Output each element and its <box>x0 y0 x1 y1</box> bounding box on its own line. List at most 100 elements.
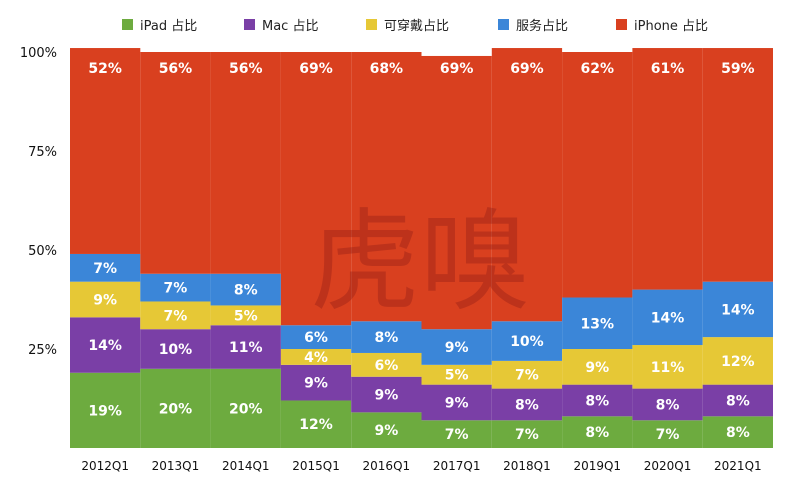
bar-label-2019Q1-1: 8% <box>585 393 609 409</box>
x-tick-0: 2012Q1 <box>81 459 129 473</box>
bar-label-2014Q1-4: 56% <box>229 61 263 77</box>
bar-2021Q1-1 <box>702 384 773 417</box>
bar-2020Q1-4 <box>632 48 703 290</box>
bar-label-2018Q1-1: 8% <box>515 397 539 413</box>
bar-label-2016Q1-4: 68% <box>370 61 404 77</box>
bar-labels: 19% 14% 9% 7% 52% 20% 10% 7% 7% 56% 20% 11% 5% 8% 56% 1… <box>88 61 754 443</box>
bar-2018Q1-0 <box>491 420 563 448</box>
bar-2016Q1-1 <box>351 376 422 413</box>
bar-label-2014Q1-3: 8% <box>234 283 258 299</box>
bar-2014Q1-2 <box>210 305 281 326</box>
x-tick-8: 2020Q1 <box>644 459 692 473</box>
bar-label-2021Q1-0: 8% <box>726 425 750 441</box>
bar-label-2013Q1-3: 7% <box>164 281 188 297</box>
bar-label-2014Q1-2: 5% <box>234 308 258 324</box>
bar-2012Q1-1 <box>70 317 141 373</box>
watermark: 虎嗅 <box>310 198 530 326</box>
bar-2016Q1-4 <box>351 52 422 322</box>
x-axis: 2012Q1 2013Q1 2014Q1 2015Q1 2016Q1 2017Q1 2018… <box>81 459 761 473</box>
bar-label-2020Q1-0: 7% <box>656 427 680 443</box>
bar-label-2020Q1-4: 61% <box>651 61 685 77</box>
bar-label-2019Q1-3: 13% <box>580 316 614 332</box>
bar-label-2020Q1-2: 11% <box>651 360 685 376</box>
legend-label-3: 服务占比 <box>516 18 568 34</box>
bars <box>70 48 773 448</box>
bar-2013Q1-1 <box>140 329 211 369</box>
x-tick-7: 2019Q1 <box>573 459 621 473</box>
bar-2014Q1-0 <box>210 368 281 448</box>
bar-label-2015Q1-2: 4% <box>304 350 328 366</box>
bar-label-2021Q1-1: 8% <box>726 393 750 409</box>
bar-2014Q1-4 <box>210 52 281 274</box>
x-tick-9: 2021Q1 <box>714 459 762 473</box>
bar-label-2019Q1-4: 62% <box>580 61 614 77</box>
bar-label-2021Q1-2: 12% <box>721 354 755 370</box>
bar-label-2016Q1-0: 9% <box>374 423 398 439</box>
legend-label-4: iPhone 占比 <box>634 19 708 34</box>
bar-label-2019Q1-0: 8% <box>585 425 609 441</box>
bar-2013Q1-2 <box>140 301 211 330</box>
x-tick-4: 2016Q1 <box>363 459 411 473</box>
bar-2013Q1-0 <box>140 368 211 448</box>
bar-2019Q1-4 <box>562 52 633 298</box>
x-tick-5: 2017Q1 <box>433 459 481 473</box>
legend-swatch-0 <box>122 19 133 30</box>
bar-2012Q1-4 <box>70 48 141 254</box>
bar-2014Q1-1 <box>210 325 281 369</box>
bar-2017Q1-3 <box>421 329 492 365</box>
bar-label-2014Q1-0: 20% <box>229 401 263 417</box>
bar-label-2017Q1-1: 9% <box>445 395 469 411</box>
legend-swatch-4 <box>616 19 627 30</box>
bar-2020Q1-2 <box>632 345 703 389</box>
bar-2015Q1-2 <box>280 349 352 365</box>
bar-label-2020Q1-1: 8% <box>656 397 680 413</box>
bar-2016Q1-3 <box>351 321 422 353</box>
bar-label-2013Q1-2: 7% <box>164 308 188 324</box>
legend-label-2: 可穿戴占比 <box>384 18 449 34</box>
bar-label-2017Q1-3: 9% <box>445 340 469 356</box>
bar-label-2016Q1-2: 6% <box>374 358 398 374</box>
bar-label-2013Q1-4: 56% <box>159 61 193 77</box>
y-tick-1: 50% <box>28 244 57 259</box>
bar-2016Q1-0 <box>351 412 422 448</box>
bar-2019Q1-3 <box>562 297 633 349</box>
bar-label-2021Q1-4: 59% <box>721 61 755 77</box>
legend: iPad 占比 Mac 占比 可穿戴占比 服务占比 iPhone 占比 <box>122 18 708 34</box>
bar-label-2021Q1-3: 14% <box>721 302 755 318</box>
bar-label-2013Q1-1: 10% <box>159 342 193 358</box>
bar-2016Q1-2 <box>351 352 422 377</box>
bar-label-2015Q1-3: 6% <box>304 330 328 346</box>
bar-2015Q1-3 <box>280 325 352 349</box>
bar-label-2017Q1-2: 5% <box>445 368 469 384</box>
bar-label-2013Q1-0: 20% <box>159 401 193 417</box>
bar-label-2014Q1-1: 11% <box>229 340 263 356</box>
bar-label-2019Q1-2: 9% <box>585 360 609 376</box>
legend-label-1: Mac 占比 <box>262 19 318 34</box>
bar-2021Q1-3 <box>702 281 773 338</box>
bar-2015Q1-1 <box>280 364 352 401</box>
bar-2019Q1-0 <box>562 416 633 448</box>
y-tick-3: 100% <box>20 46 57 61</box>
bar-2012Q1-0 <box>70 372 141 448</box>
bar-label-2012Q1-0: 19% <box>88 403 122 419</box>
x-tick-2: 2014Q1 <box>222 459 270 473</box>
bar-2018Q1-3 <box>491 321 563 361</box>
bar-label-2016Q1-3: 8% <box>374 330 398 346</box>
bar-2017Q1-1 <box>421 384 492 421</box>
legend-swatch-3 <box>498 19 509 30</box>
y-tick-2: 75% <box>28 145 57 160</box>
y-axis: 25% 50% 75% 100% <box>20 46 57 358</box>
bar-label-2015Q1-1: 9% <box>304 376 328 392</box>
y-tick-0: 25% <box>28 343 57 358</box>
legend-swatch-1 <box>244 19 255 30</box>
bar-2015Q1-0 <box>280 400 352 448</box>
bar-label-2015Q1-4: 69% <box>299 61 333 77</box>
bar-2013Q1-4 <box>140 52 211 274</box>
bar-2017Q1-2 <box>421 364 492 385</box>
bar-2013Q1-3 <box>140 273 211 302</box>
bar-2017Q1-4 <box>421 55 492 330</box>
bar-label-2015Q1-0: 12% <box>299 417 333 433</box>
bar-2012Q1-3 <box>70 253 141 282</box>
bar-label-2012Q1-2: 9% <box>93 293 117 309</box>
